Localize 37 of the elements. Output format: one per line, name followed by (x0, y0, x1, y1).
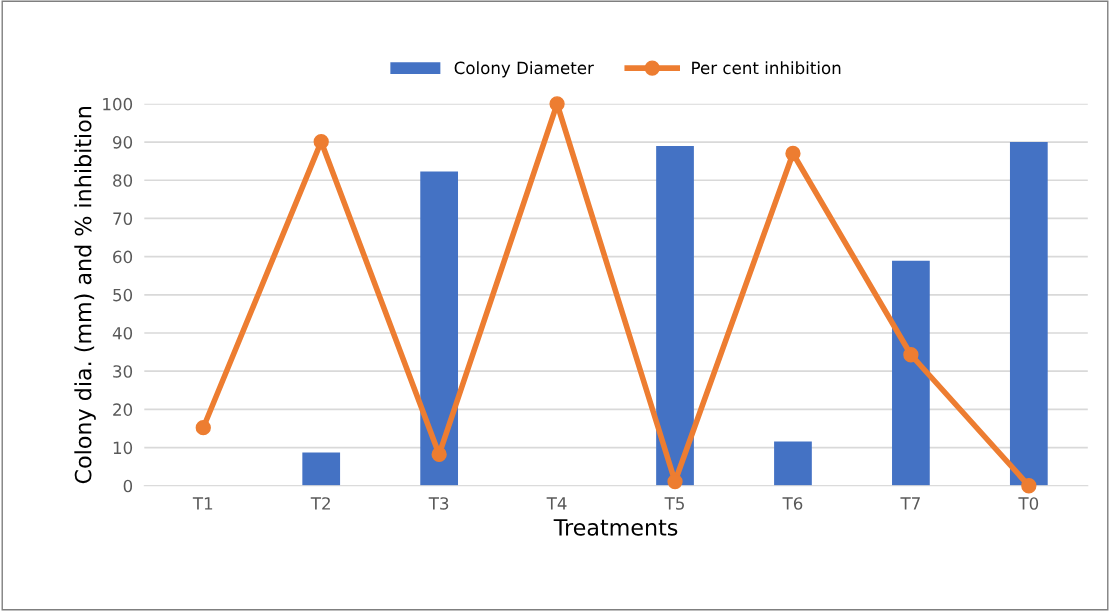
bar (302, 452, 341, 486)
point (1021, 478, 1037, 494)
bar (774, 441, 812, 486)
point (431, 446, 447, 463)
y-tick-label: 100 (103, 97, 133, 111)
legend-label: Per cent inhibition (692, 61, 841, 75)
y-tick-label: 40 (112, 326, 133, 340)
x-tick-label: T0 (1018, 497, 1039, 510)
x-tick-label: T2 (310, 497, 330, 510)
bar (1009, 142, 1048, 486)
bar (420, 171, 459, 486)
y-tick-label: 0 (123, 479, 133, 493)
point (785, 145, 801, 162)
x-tick-label: T4 (546, 497, 567, 510)
y-tick-label: 30 (113, 365, 133, 378)
legend-label: Colony Diameter (454, 61, 594, 78)
y-tick-label: 80 (113, 174, 133, 187)
y-tick-label: 20 (113, 403, 133, 416)
x-tick-label: T6 (782, 497, 803, 510)
x-tick-label: T1 (192, 497, 213, 510)
point (195, 420, 211, 436)
bar (892, 260, 930, 486)
point (313, 134, 329, 150)
x-tick-label: T7 (900, 497, 920, 510)
point (903, 347, 919, 363)
y-tick-label: 70 (113, 212, 133, 225)
bar (656, 145, 694, 486)
y-tick-label: 60 (113, 250, 133, 264)
y-tick-label: 50 (113, 288, 133, 302)
x-axis-title: Treatments (553, 519, 678, 536)
point (549, 96, 565, 112)
x-tick-label: T3 (428, 497, 449, 510)
y-tick-label: 90 (113, 136, 133, 149)
x-tick-label: T5 (664, 497, 684, 510)
y-axis-title: Colony dia. (mm) and % inhibition (74, 107, 96, 484)
point (667, 473, 683, 490)
y-tick-label: 10 (113, 441, 133, 455)
